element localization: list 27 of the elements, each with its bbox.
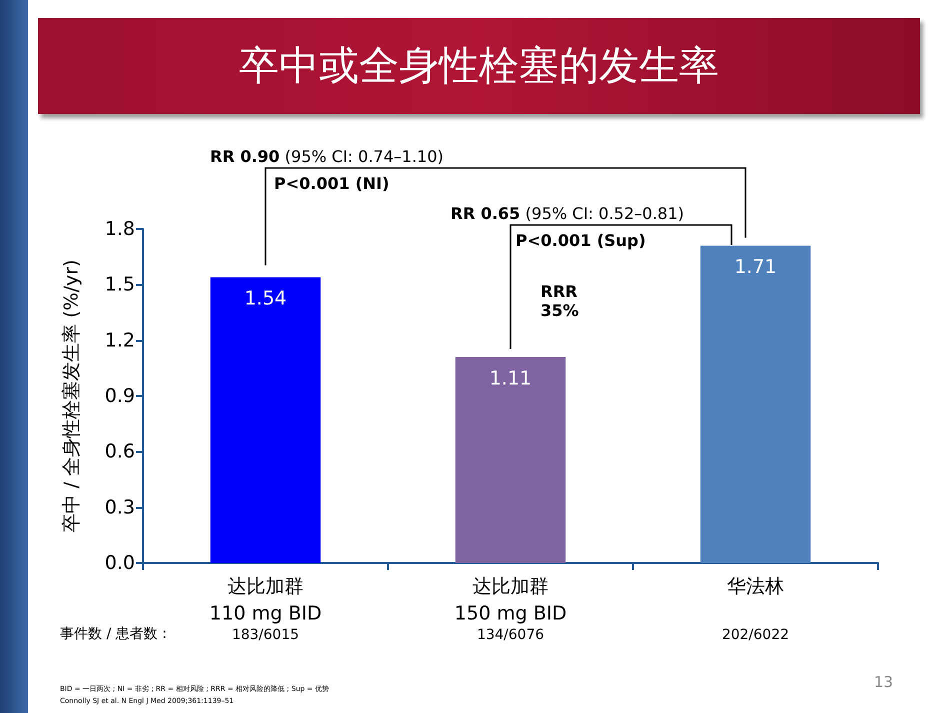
data-label: 1.11 <box>489 368 532 390</box>
bar <box>210 277 321 563</box>
text: 183/6015 <box>232 627 300 643</box>
y-tick-label: 0.3 <box>104 496 135 518</box>
text: 134/6076 <box>476 627 544 643</box>
bar <box>455 357 566 563</box>
data-label: 1.71 <box>734 256 777 278</box>
text: 202/6022 <box>722 627 790 643</box>
annotation: P<0.001 (Sup) <box>516 231 646 250</box>
text: 事件数 / 患者数 : <box>60 625 167 643</box>
data-label: 1.54 <box>244 288 287 310</box>
y-tick-label: 0.0 <box>104 552 135 574</box>
y-axis-title: 卒中 / 全身性栓塞发生率 (%/yr) <box>60 260 82 532</box>
text: RR 0.90 (95% CI: 0.74–1.10) <box>210 147 444 166</box>
annotation: RRR 35% <box>540 282 579 320</box>
y-tick-label: 1.5 <box>104 274 135 296</box>
bar <box>700 246 811 563</box>
text: RR 0.65 (95% CI: 0.52–0.81) <box>450 204 684 223</box>
y-tick-label: 1.2 <box>104 329 135 352</box>
x-tick-label: 华法林 <box>727 576 784 598</box>
y-tick-label: 0.6 <box>104 440 135 463</box>
y-tick-label: 0.9 <box>104 385 135 407</box>
text: P<0.001 (NI) <box>274 174 390 193</box>
x-tick-label: 达比加群 150 mg BID <box>454 576 567 624</box>
x-tick-label: 达比加群 110 mg BID <box>209 576 322 624</box>
text: 13 <box>874 673 894 691</box>
y-tick-label: 1.8 <box>104 218 135 240</box>
